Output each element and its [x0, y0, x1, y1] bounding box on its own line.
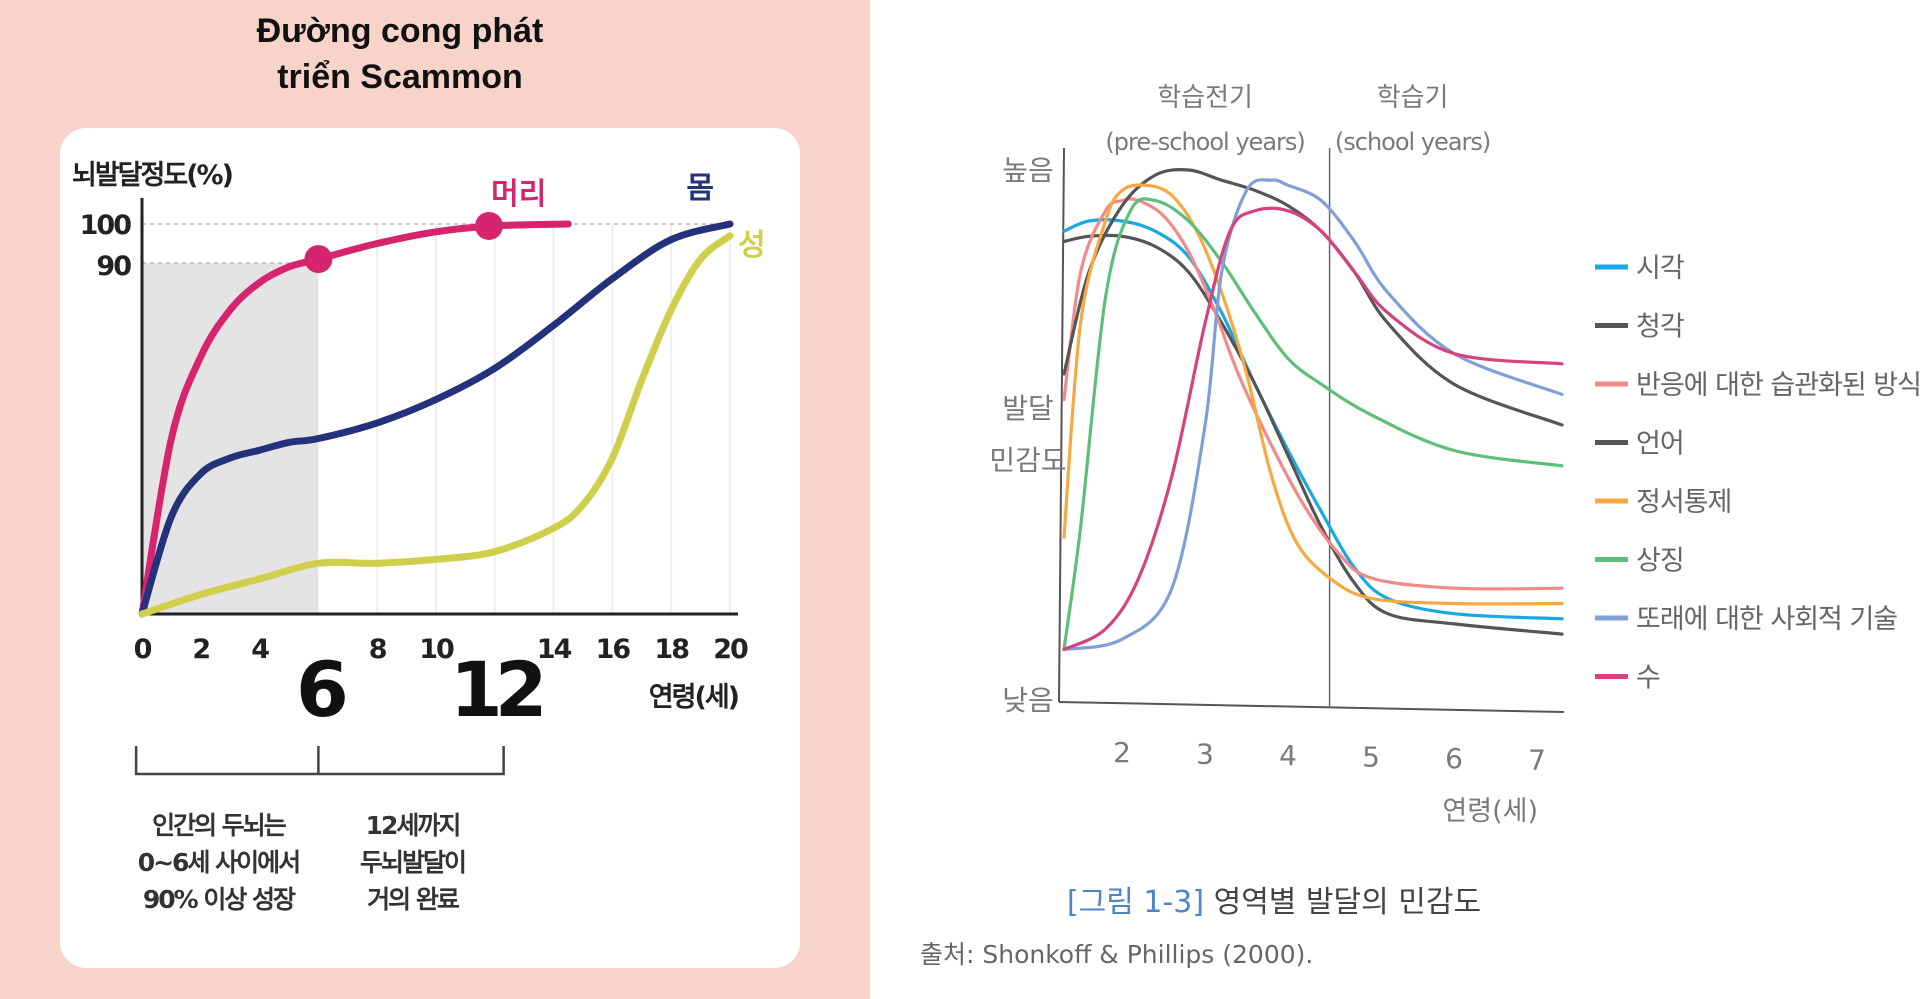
title-line-1: Đường cong phát: [256, 12, 544, 50]
caption-text: 영역별 발달의 민감도: [1214, 885, 1481, 920]
x-tick-label: 16: [596, 634, 631, 665]
figure-caption: [그림 1-3] 영역별 발달의 민감도: [1067, 885, 1481, 920]
x-tick-label: 0: [134, 634, 152, 665]
x-tick-label: 7: [1528, 744, 1546, 777]
x-big-tick-label: 6: [296, 645, 345, 734]
series-line-수: [1062, 206, 1564, 651]
x-tick-label: 20: [713, 634, 748, 665]
period-sub: (school years): [1335, 128, 1490, 156]
bracket-note: 거의 완료: [367, 885, 460, 914]
series-marker: [304, 245, 333, 274]
x-axis-label: 연령(세): [1442, 796, 1538, 827]
series-line-또래에 대한 사회적 기술: [1062, 178, 1564, 651]
series-line-반응에 대한 습관화된 방식: [1062, 197, 1564, 591]
y-label-low: 낮음: [1002, 684, 1054, 717]
period-sub: (pre-school years): [1105, 128, 1304, 156]
period-name: 학습전기: [1157, 83, 1253, 113]
x-tick-label: 4: [251, 634, 269, 665]
bracket-note: 90% 이상 성장: [143, 885, 296, 914]
scammon-growth-chart: 뇌발달정도(%) 100 90 0 2 4 8 10 14 16 18 20 6 12 연령(세) 머리 몸성인…: [72, 160, 766, 914]
legend-label: 상징: [1636, 546, 1684, 577]
series-line-청각: [1062, 233, 1564, 636]
scammon-panel: Đường cong phát triển Scammon 뇌발달정도(%) 10…: [0, 0, 870, 999]
series-line-언어: [1062, 168, 1564, 427]
x-tick-label: 10: [419, 634, 454, 665]
x-tick-label: 5: [1362, 741, 1380, 774]
x-tick-label: 6: [1445, 742, 1463, 775]
legend-label: 반응에 대한 습관화된 방식: [1636, 370, 1920, 401]
series-label: 성: [738, 228, 766, 263]
legend-label: 정서통제: [1636, 487, 1731, 518]
y-axis-label: 뇌발달정도(%): [72, 160, 233, 191]
x-axis-label: 연령(세): [649, 682, 739, 713]
y-tick-label: 100: [80, 210, 132, 241]
legend-label: 또래에 대한 사회적 기술: [1636, 604, 1897, 635]
x-tick-label: 14: [537, 634, 572, 665]
legend-label: 시각: [1636, 253, 1684, 284]
x-tick-label: 3: [1196, 738, 1214, 771]
series-line-성: [138, 232, 734, 618]
y-tick-label: 90: [96, 251, 131, 282]
x-tick-label: 8: [369, 634, 387, 665]
bracket-note: 0~6세 사이에서: [138, 848, 299, 877]
y-label-mid: 민감도: [989, 444, 1066, 477]
y-label-mid: 발달: [1002, 392, 1054, 425]
bracket-note: 12세까지: [366, 811, 460, 840]
series-label: 몸: [686, 171, 714, 206]
scammon-title: Đường cong phát triển Scammon: [0, 8, 800, 100]
y-label-high: 높음: [1002, 154, 1054, 187]
series-line-몸: [138, 220, 734, 618]
legend-label: 언어: [1636, 429, 1684, 460]
source-note: 출처: Shonkoff & Phillips (2000).: [920, 940, 1313, 969]
sensitivity-chart: 학습전기 (pre-school years) 학습기 (school years) 높…: [920, 83, 1920, 969]
series-marker: [474, 211, 503, 240]
series-line-정서통제: [1062, 183, 1564, 606]
age-brackets: [134, 746, 505, 776]
legend-label: 수: [1636, 663, 1660, 694]
x-tick-label: 18: [654, 634, 689, 665]
x-tick-label: 2: [1113, 736, 1131, 769]
x-big-tick-label: 12: [450, 645, 542, 734]
period-name: 학습기: [1377, 83, 1449, 113]
series-label: 머리: [491, 177, 546, 212]
bracket-note: 두뇌발달이: [360, 848, 465, 877]
series-line-머리: [138, 220, 572, 618]
bracket-note: 인간의 두뇌는: [152, 811, 287, 840]
legend-label: 청각: [1636, 312, 1684, 343]
x-axis: [1058, 701, 1565, 713]
series-line-시각: [1062, 218, 1564, 621]
title-line-2: triển Scammon: [277, 58, 523, 96]
series-line-상징: [1062, 197, 1564, 651]
caption-prefix: [그림 1-3]: [1067, 885, 1214, 920]
x-tick-label: 4: [1279, 739, 1297, 772]
x-tick-label: 2: [192, 634, 209, 665]
